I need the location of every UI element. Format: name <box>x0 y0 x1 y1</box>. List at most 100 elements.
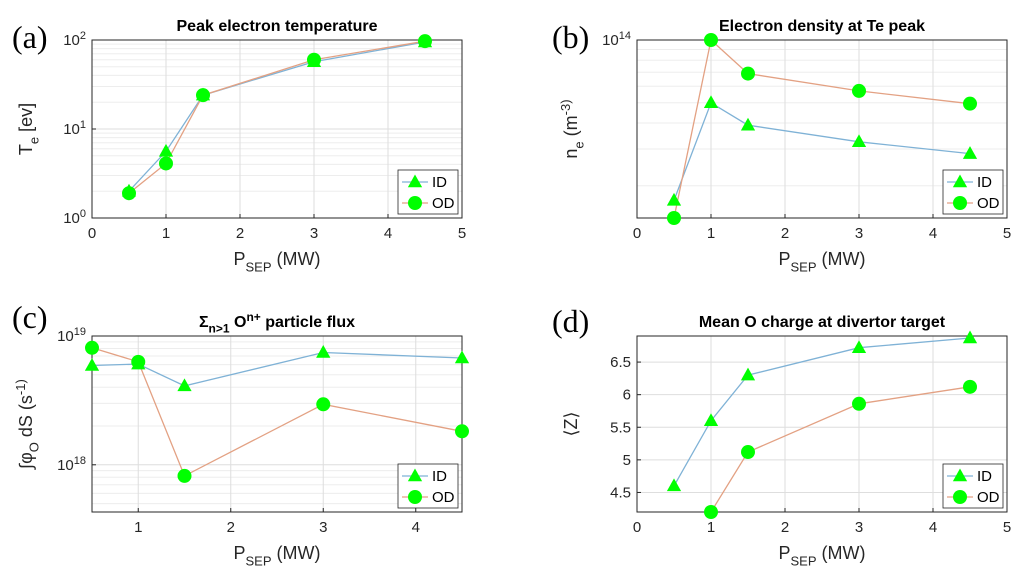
data-point-od <box>196 88 210 103</box>
legend-label-id: ID <box>432 174 447 191</box>
x-tick-label: 1 <box>707 519 715 536</box>
legend-marker-id <box>952 468 968 482</box>
x-axis-label: PSEP (MW) <box>233 543 320 568</box>
axes-box <box>636 39 1008 219</box>
y-tick-label: 1018 <box>57 455 86 474</box>
y-tick-label: 1014 <box>602 30 631 49</box>
x-tick-label: 0 <box>88 225 96 242</box>
y-tick-label: 101 <box>63 119 86 138</box>
data-point-od <box>177 468 192 483</box>
y-tick-label: 100 <box>63 208 86 227</box>
panel-label: (d) <box>552 303 589 339</box>
y-axis-label: ne (m-3) <box>558 99 586 158</box>
x-tick-label: 4 <box>929 225 937 242</box>
data-point-od <box>704 33 718 47</box>
legend-box <box>942 169 1004 215</box>
y-tick-label: 5.5 <box>610 419 631 436</box>
legend: ID OD <box>942 463 1004 509</box>
legend-marker-od <box>953 490 967 504</box>
data-point-od <box>741 66 755 81</box>
data-point-id <box>454 350 470 364</box>
x-tick-label: 4 <box>412 519 420 536</box>
legend-marker-id <box>952 174 968 188</box>
x-tick-label: 1 <box>134 519 142 536</box>
legend-marker-od <box>953 196 967 210</box>
x-tick-label: 2 <box>227 519 235 536</box>
data-point-od <box>852 83 866 98</box>
x-tick-label: 3 <box>319 519 327 536</box>
panel-label: (a) <box>12 19 48 55</box>
chart-title: Σn>1 On+ particle flux <box>199 310 355 336</box>
data-point-od <box>963 96 977 111</box>
chart-c: 1 2 3 4 1018 1019 Σn>1 On+ particle flux (c) PSE… <box>12 299 470 568</box>
axes-box <box>91 335 463 513</box>
y-axis-label: ⟨Z⟩ <box>561 411 581 436</box>
y-axis-label: ∫φO dS (s-1) <box>13 379 41 471</box>
y-axis-label: Te [ev] <box>16 103 41 155</box>
axes-box <box>636 335 1008 513</box>
legend-label-od: OD <box>977 195 1000 212</box>
x-tick-label: 2 <box>781 519 789 536</box>
x-tick-label: 4 <box>384 225 392 242</box>
legend-marker-od <box>408 196 422 210</box>
chart-b: 0 1 2 3 4 5 1014 Electron density at Te peak (b)… <box>552 18 1011 274</box>
x-tick-label: 3 <box>310 225 318 242</box>
legend-box <box>397 169 459 215</box>
data-point-id <box>962 146 978 159</box>
series-line-od <box>673 38 971 219</box>
series-line-id <box>91 351 463 387</box>
data-point-id <box>703 95 719 109</box>
chart-a: 0 1 2 3 4 5 100 101 102 Peak electron temperature… <box>12 18 466 274</box>
y-tick-label: 4.5 <box>610 484 631 501</box>
legend-box <box>397 463 459 509</box>
chart-title: Peak electron temperature <box>177 18 378 35</box>
data-point-od <box>131 354 146 369</box>
data-point-od <box>85 340 99 355</box>
data-point-od <box>122 186 136 201</box>
data-point-od <box>741 445 755 460</box>
x-tick-label: 5 <box>1003 519 1011 536</box>
data-point-id <box>740 367 756 381</box>
legend: ID OD <box>397 169 459 215</box>
y-tick-label: 1019 <box>57 326 86 345</box>
data-point-id <box>666 192 682 206</box>
data-point-od <box>307 52 321 67</box>
x-tick-label: 3 <box>855 225 863 242</box>
y-tick-label: 102 <box>63 30 86 49</box>
panel-label: (b) <box>552 19 589 55</box>
data-point-od <box>667 211 681 225</box>
legend-label-id: ID <box>977 174 992 191</box>
chart-d: 0 1 2 3 4 5 4.5 5 5.5 6 6.5 Mean O charge at divert… <box>552 303 1011 568</box>
legend-marker-od <box>408 490 422 504</box>
series-line-id <box>128 41 426 192</box>
x-tick-label: 2 <box>236 225 244 242</box>
x-tick-label: 5 <box>1003 225 1011 242</box>
series-line-id <box>673 337 971 487</box>
legend: ID OD <box>942 169 1004 215</box>
x-tick-label: 1 <box>162 225 170 242</box>
data-point-id <box>158 143 174 157</box>
series-line-od <box>710 386 971 513</box>
x-axis-label: PSEP (MW) <box>778 249 865 274</box>
series-line-od <box>128 40 426 194</box>
x-tick-label: 5 <box>458 225 466 242</box>
data-point-od <box>963 379 977 394</box>
chart-title: Electron density at Te peak <box>719 18 925 35</box>
data-point-id <box>177 378 192 392</box>
y-tick-label: 6.5 <box>610 354 631 371</box>
x-axis-label: PSEP (MW) <box>778 543 865 568</box>
legend-marker-id <box>407 468 423 482</box>
data-point-id <box>316 344 331 358</box>
data-point-id <box>740 117 756 131</box>
panel-label: (c) <box>12 299 48 335</box>
legend-label-od: OD <box>432 195 455 212</box>
x-tick-label: 4 <box>929 519 937 536</box>
data-point-od <box>159 156 173 171</box>
x-tick-label: 2 <box>781 225 789 242</box>
x-axis-label: PSEP (MW) <box>233 249 320 274</box>
legend-label-od: OD <box>977 489 1000 506</box>
series-line-od <box>91 347 463 477</box>
y-tick-label: 5 <box>623 452 631 469</box>
data-point-id <box>962 330 978 344</box>
